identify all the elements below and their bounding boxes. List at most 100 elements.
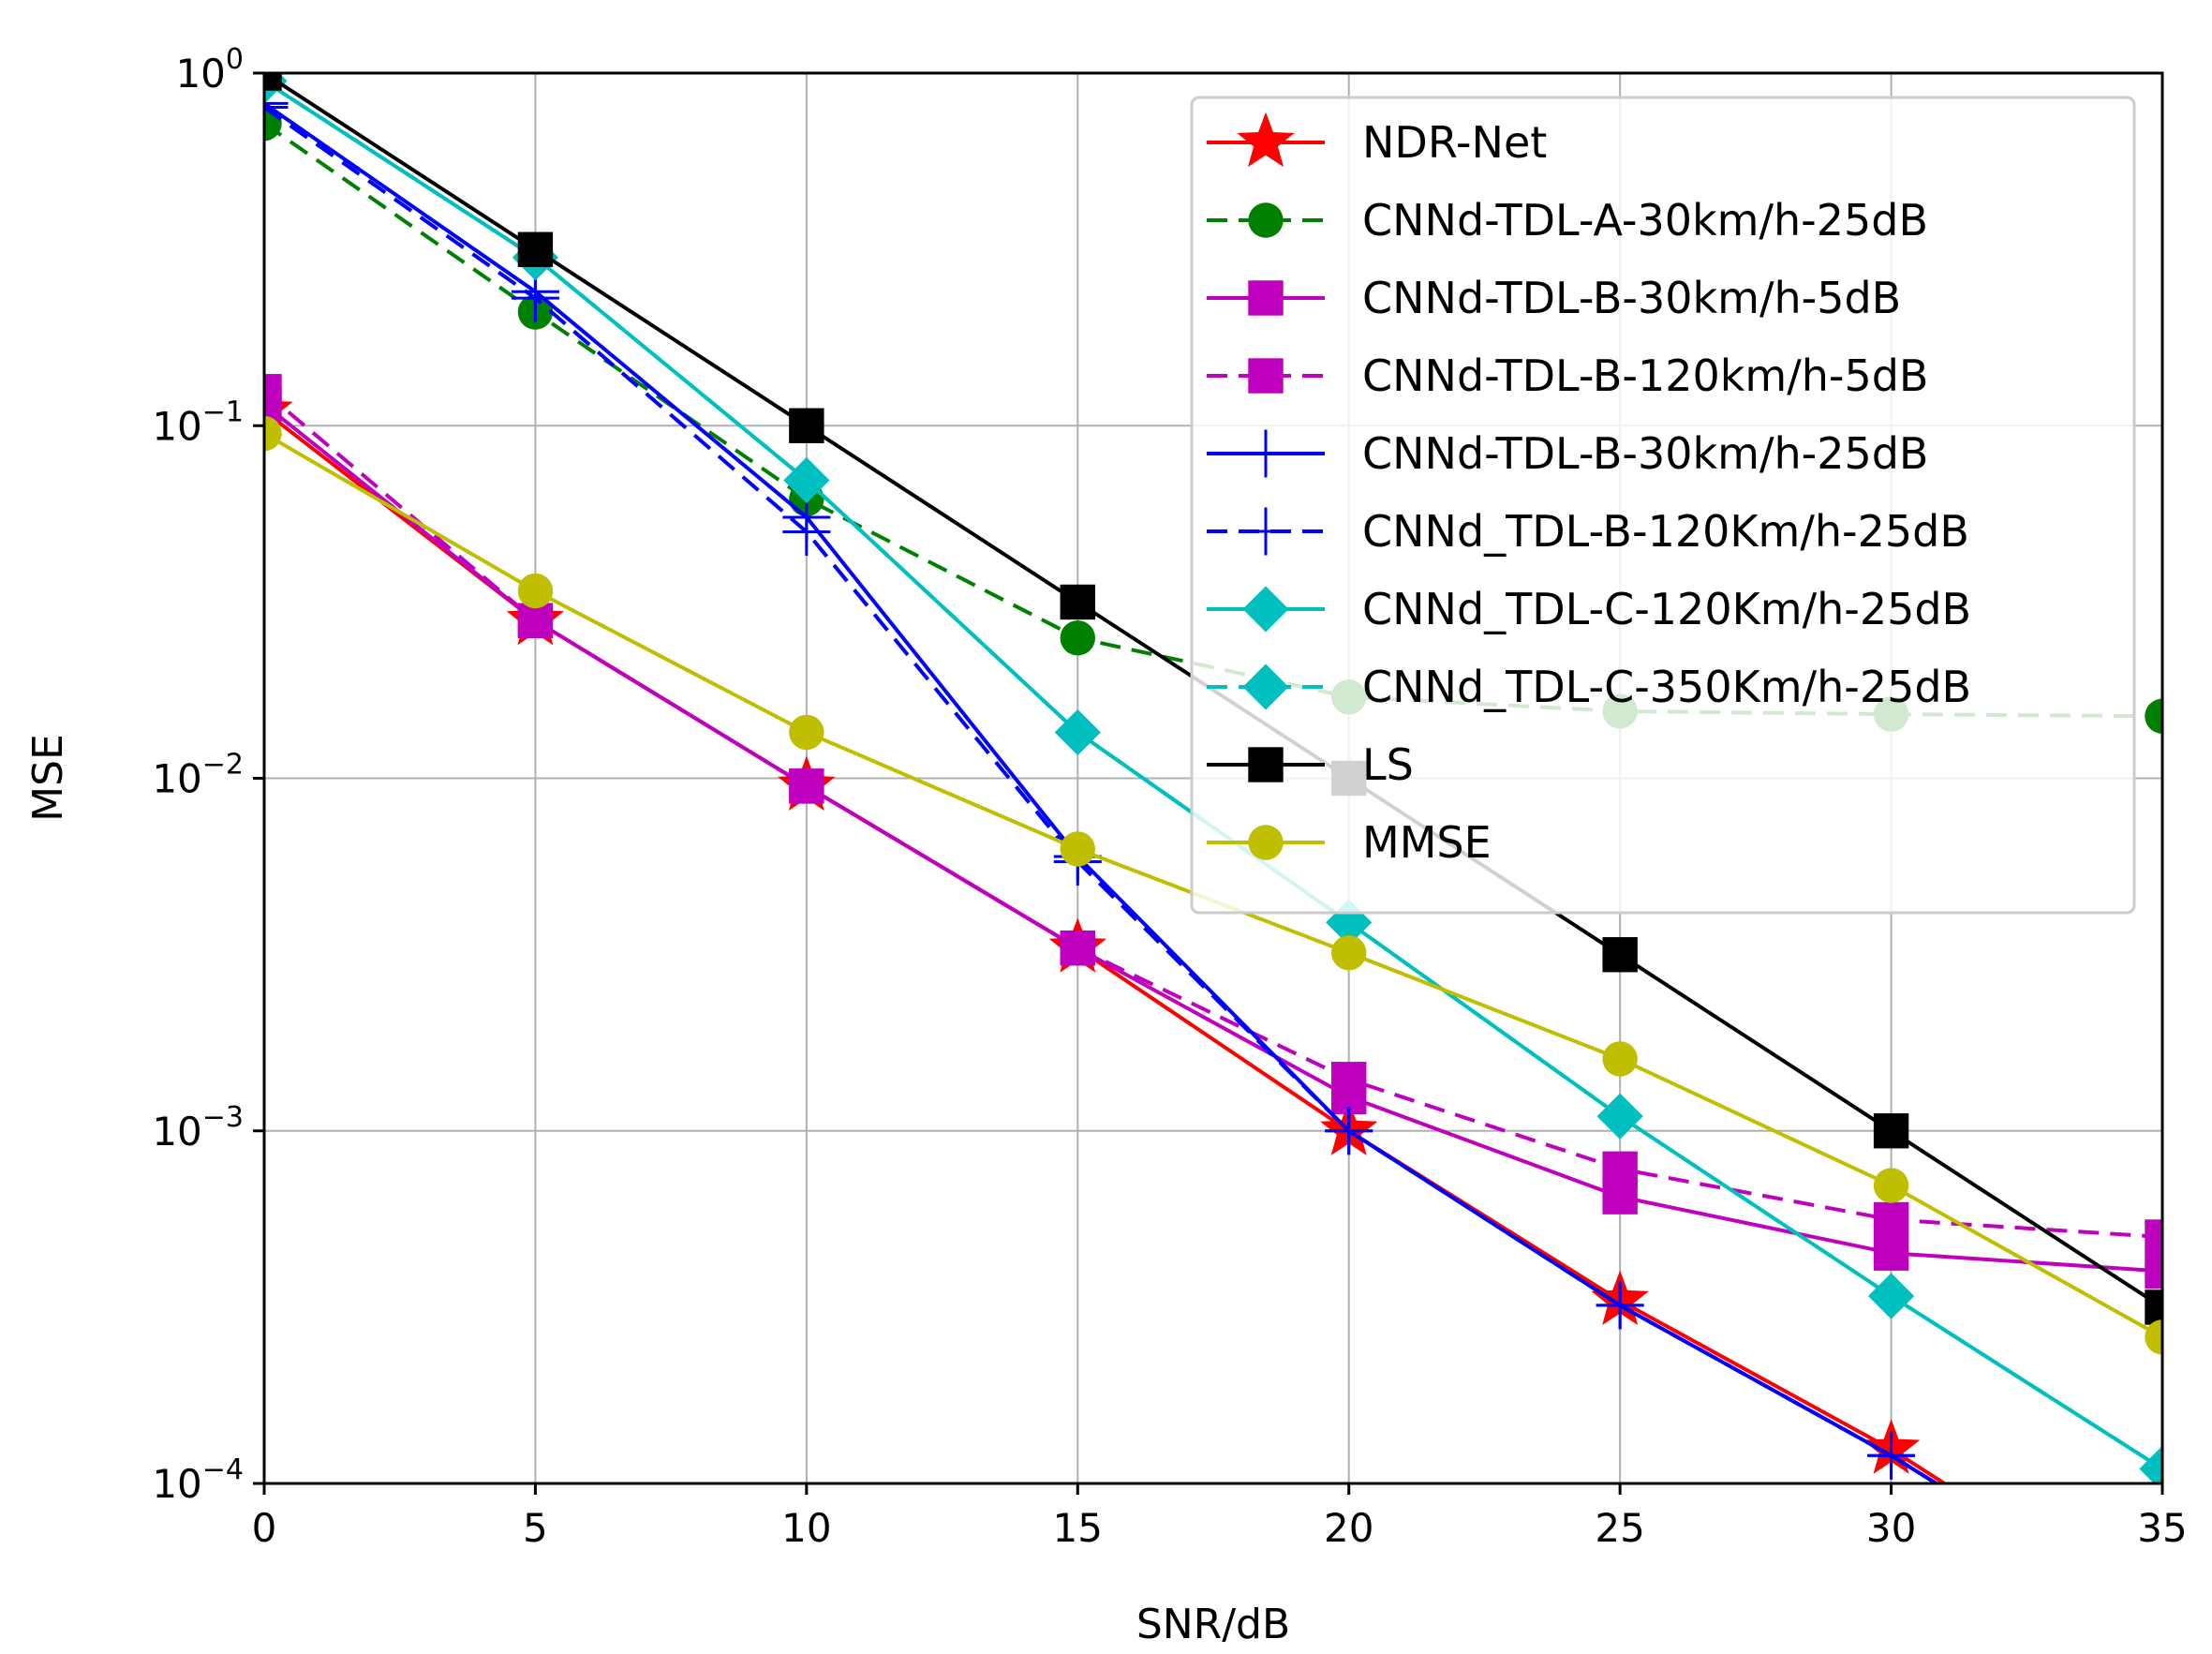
legend-item: CNNd-TDL-A-30km/h-25dB: [1207, 195, 1928, 246]
data-point: [2145, 1219, 2162, 1255]
y-tick-exponent: −2: [202, 749, 244, 782]
y-tick-base: 10: [175, 51, 225, 97]
data-point: [1602, 1151, 1638, 1187]
series-line: [264, 402, 2162, 1274]
x-tick-label: 15: [1053, 1505, 1103, 1551]
legend-label: LS: [1362, 739, 1414, 790]
data-point: [783, 457, 830, 504]
series-3: [264, 374, 2162, 1255]
data-point: [264, 374, 282, 410]
data-point: [1325, 1107, 1373, 1155]
y-tick-label: 10−2: [152, 749, 244, 802]
y-tick-label: 100: [175, 43, 244, 97]
data-point: [517, 231, 554, 267]
series-line: [264, 79, 2162, 1471]
y-tick-label: 10−4: [152, 1453, 244, 1507]
data-point: [789, 768, 824, 804]
legend-label: CNNd_TDL-C-120Km/h-25dB: [1362, 584, 1971, 634]
legend-item: CNNd-TDL-B-30km/h-25dB: [1207, 428, 1929, 479]
data-point: [517, 573, 554, 609]
legend-item: CNNd_TDL-B-120Km/h-25dB: [1207, 506, 1969, 557]
legend-item: CNNd-TDL-B-120km/h-5dB: [1207, 350, 1929, 401]
data-point: [1248, 202, 1284, 238]
data-point: [1237, 112, 1295, 168]
data-point: [1596, 1093, 1643, 1140]
data-point: [1873, 1201, 1909, 1238]
legend-item: CNNd-TDL-B-30km/h-5dB: [1207, 273, 1901, 323]
y-tick-base: 10: [152, 403, 201, 449]
series-line: [264, 105, 1940, 1483]
legend-label: NDR-Net: [1362, 117, 1547, 168]
data-point: [1242, 586, 1289, 633]
data-point: [1873, 1113, 1909, 1149]
legend-label: CNNd-TDL-B-120km/h-5dB: [1362, 350, 1929, 401]
data-point: [1248, 825, 1284, 860]
data-point: [264, 73, 282, 91]
data-point: [1248, 358, 1284, 394]
data-point: [264, 82, 289, 131]
data-point: [511, 274, 559, 322]
data-point: [1331, 934, 1367, 971]
legend-label: CNNd_TDL-B-120Km/h-25dB: [1362, 506, 1969, 557]
data-point: [1248, 747, 1284, 782]
data-point: [789, 714, 824, 751]
y-axis-label: MSE: [24, 734, 72, 822]
data-point: [1241, 429, 1290, 478]
x-tick-label: 25: [1595, 1505, 1644, 1551]
x-tick-label: 10: [781, 1505, 831, 1551]
data-point: [1060, 620, 1095, 656]
x-tick-label: 5: [523, 1505, 548, 1551]
legend-box: [1190, 96, 2136, 915]
data-point: [1873, 1235, 1909, 1271]
legend-label: CNNd_TDL-C-350Km/h-25dB: [1362, 662, 1971, 712]
legend-label: MMSE: [1362, 817, 1492, 868]
data-point: [1241, 507, 1290, 556]
x-tick-label: 30: [1866, 1505, 1916, 1551]
data-point: [2145, 1289, 2162, 1325]
data-point: [1602, 937, 1638, 973]
y-tick-exponent: 0: [226, 43, 244, 76]
data-point: [1242, 663, 1289, 710]
data-point: [1054, 708, 1101, 755]
y-tick-label: 10−1: [152, 395, 244, 449]
data-point: [264, 79, 289, 127]
y-tick-exponent: −3: [202, 1101, 244, 1134]
data-point: [782, 508, 831, 557]
data-point: [2145, 1253, 2162, 1289]
y-tick-label: 10−3: [152, 1101, 244, 1155]
x-axis: 0 5 10 15 20 25 30 35: [252, 1483, 2188, 1551]
x-tick-label: 20: [1324, 1505, 1373, 1551]
legend-item: NDR-Net: [1207, 112, 1547, 168]
legend-item: MMSE: [1207, 817, 1492, 868]
y-tick-base: 10: [152, 756, 201, 802]
data-point: [264, 415, 282, 452]
data-point: [1873, 1168, 1909, 1203]
x-tick-label: 0: [252, 1505, 277, 1551]
legend-label: CNNd-TDL-B-30km/h-5dB: [1362, 273, 1901, 323]
y-tick-exponent: −4: [202, 1453, 244, 1486]
x-axis-label: SNR/dB: [1136, 1601, 1290, 1648]
data-point: [1596, 1281, 1644, 1330]
data-point: [1331, 1062, 1367, 1097]
y-tick-base: 10: [152, 1461, 201, 1507]
data-point: [2145, 698, 2162, 734]
data-point: [1060, 930, 1095, 966]
legend-item: CNNd_TDL-C-350Km/h-25dB: [1207, 662, 1971, 712]
y-tick-exponent: −1: [202, 395, 244, 428]
data-point: [517, 603, 554, 638]
data-point: [1602, 1041, 1638, 1077]
data-point: [789, 408, 824, 443]
data-point: [1060, 584, 1095, 620]
legend-label: CNNd-TDL-A-30km/h-25dB: [1362, 195, 1928, 246]
legend-item: CNNd_TDL-C-120Km/h-25dB: [1207, 584, 1971, 634]
data-point: [1060, 831, 1095, 867]
data-point: [2145, 1319, 2162, 1355]
data-point: [1248, 280, 1284, 316]
y-tick-base: 10: [152, 1109, 201, 1155]
data-point: [1868, 1273, 1915, 1319]
legend-item: LS: [1207, 739, 1414, 790]
data-point: [2139, 1445, 2162, 1483]
data-point: [1867, 1431, 1916, 1480]
